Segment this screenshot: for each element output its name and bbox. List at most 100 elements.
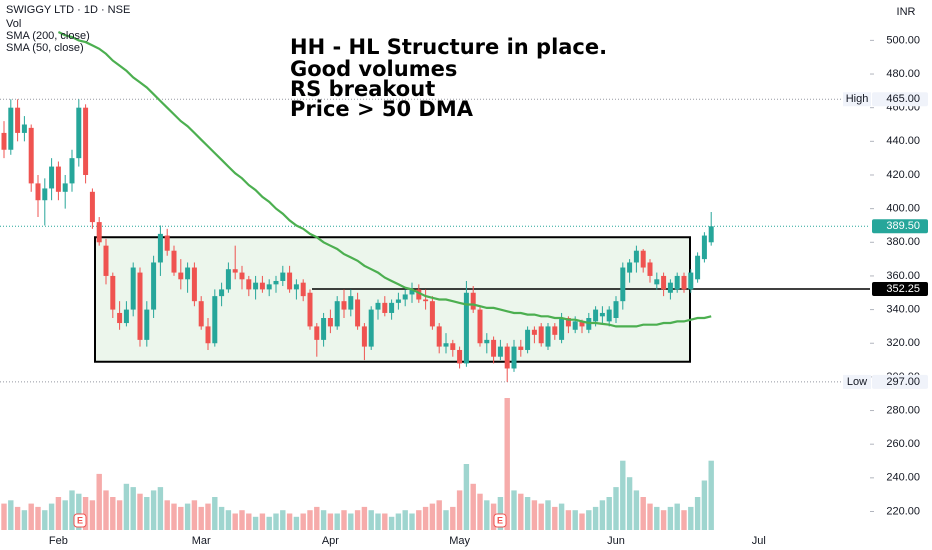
volume-bar: [545, 500, 551, 530]
volume-bar: [8, 500, 14, 530]
volume-bar: [246, 513, 252, 530]
candle-body: [327, 318, 333, 327]
candle-body: [497, 346, 503, 357]
candle-body: [137, 272, 143, 340]
volume-bar: [225, 510, 232, 530]
candle-body: [368, 309, 374, 347]
candle-body: [89, 191, 95, 223]
candle-body: [395, 299, 401, 303]
candle-body: [552, 326, 558, 335]
volume-bar: [620, 460, 626, 530]
candle-body: [620, 267, 626, 302]
volume-bar: [660, 510, 667, 530]
candle-body: [21, 124, 27, 133]
volume-bar: [565, 510, 572, 530]
volume-bar: [667, 506, 674, 530]
volume-bar: [232, 513, 238, 530]
candle-body: [76, 107, 82, 159]
candle-body: [348, 296, 354, 310]
candle-body: [55, 166, 61, 192]
candle-body: [69, 158, 75, 184]
volume-bar: [395, 513, 402, 530]
volume-bar: [368, 510, 374, 530]
candle-body: [35, 183, 41, 201]
candle-body: [463, 292, 469, 364]
candle-body: [518, 346, 524, 350]
volume-bar: [35, 506, 41, 530]
candle-body: [62, 183, 68, 192]
y-tick-label: 480.00: [886, 68, 920, 80]
volume-bar: [654, 506, 660, 530]
earnings-label: E: [77, 515, 83, 525]
volume-bar: [69, 490, 75, 530]
volume-bar: [171, 503, 177, 530]
candle-body: [341, 301, 347, 310]
candle-body: [559, 318, 565, 340]
volume-bar: [470, 483, 476, 530]
volume-bar: [572, 510, 578, 530]
candle-body: [525, 329, 531, 350]
sma-line: [57, 31, 712, 328]
candle-body: [436, 326, 442, 347]
candle-body: [674, 275, 680, 290]
volume-bar: [144, 497, 150, 530]
candle-body: [246, 279, 252, 290]
volume-bar: [239, 510, 245, 530]
candle-body: [198, 301, 204, 327]
candle-body: [416, 289, 422, 300]
volume-bar: [701, 480, 708, 530]
candle-body: [259, 282, 265, 290]
volume-bar: [388, 516, 395, 530]
volume-bar: [89, 500, 96, 530]
candle-body: [15, 107, 21, 133]
candle-body: [538, 326, 544, 344]
candle-body: [314, 326, 320, 340]
volume-bar: [320, 510, 327, 530]
x-tick-label: Feb: [49, 535, 68, 547]
y-tick-label: 500.00: [886, 34, 920, 46]
volume-bar: [334, 513, 340, 530]
candle-body: [280, 272, 286, 281]
volume-bar: [552, 506, 558, 530]
candle-body: [164, 235, 170, 251]
candle-body: [144, 309, 150, 340]
volume-bar: [463, 464, 470, 530]
volume-bar: [293, 516, 300, 530]
candle-body: [654, 279, 660, 285]
candle-body: [504, 346, 510, 369]
candle-body: [42, 188, 48, 201]
volume-bar: [327, 513, 334, 530]
candle-body: [382, 302, 388, 313]
volume-bar: [708, 460, 714, 530]
volume-bar: [259, 513, 266, 530]
volume-bar: [524, 497, 531, 530]
candle-body: [647, 262, 653, 276]
candle-body: [572, 321, 578, 330]
candle-body: [545, 326, 551, 347]
candle-body: [579, 321, 585, 327]
volume-bar: [640, 497, 646, 530]
candle-body: [681, 275, 687, 290]
candle-body: [511, 346, 517, 369]
volume-bar: [606, 497, 612, 530]
volume-bar: [137, 493, 143, 530]
price-tag: [872, 92, 928, 107]
candle-body: [171, 250, 177, 273]
volume-bar: [429, 503, 436, 530]
candle-body: [83, 107, 89, 175]
candle-body: [375, 302, 381, 310]
candle-body: [708, 226, 714, 243]
volume-bar: [416, 510, 422, 530]
price-tag: [872, 281, 928, 296]
volume-bar: [586, 510, 592, 530]
indicator-label: Vol: [6, 18, 21, 30]
candle-body: [457, 349, 463, 364]
y-tick-label: 280.00: [886, 404, 920, 416]
volume-bar: [212, 497, 218, 530]
candle-body: [688, 272, 694, 290]
volume-bar: [443, 510, 449, 530]
price-tag: [872, 219, 928, 234]
candle-body: [640, 250, 646, 268]
candle-body: [599, 312, 605, 317]
price-tag-label: 297.00: [886, 376, 920, 388]
